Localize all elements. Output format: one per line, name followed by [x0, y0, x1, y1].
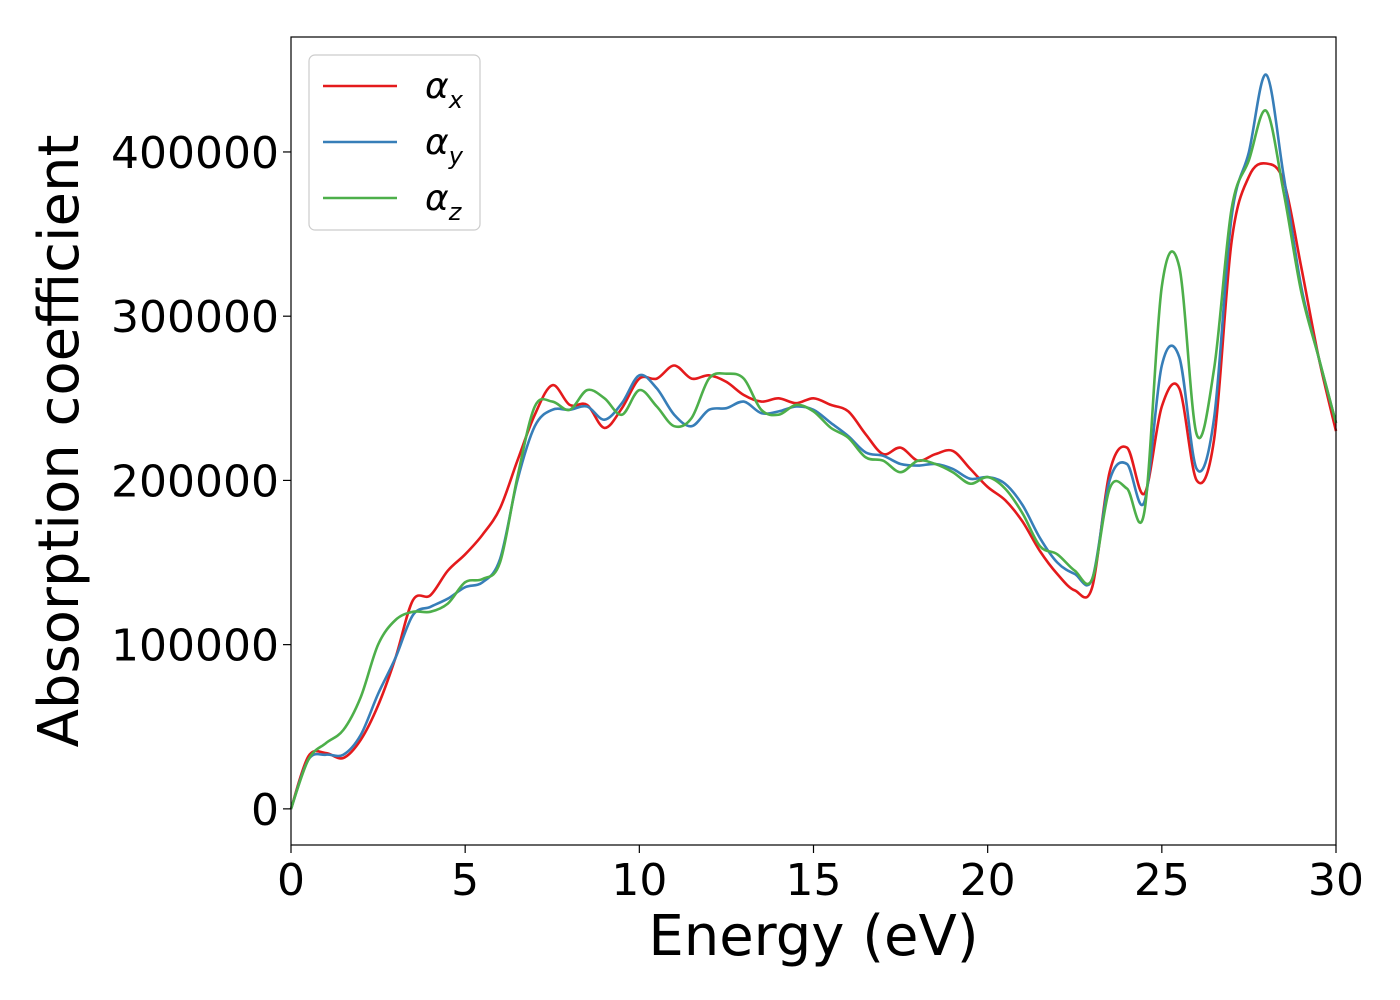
x-tick-label: 20 — [960, 855, 1016, 906]
x-tick-label: 30 — [1308, 855, 1364, 906]
series-line-alpha-x — [289, 161, 1338, 810]
legend-subscript: y — [448, 142, 464, 170]
series-line-alpha-z — [289, 109, 1338, 810]
y-axis-title: Absorption coefficient — [27, 135, 92, 748]
x-tick-label: 25 — [1134, 855, 1190, 906]
x-axis-ticks: 0 5 10 15 20 25 30 — [277, 845, 1364, 906]
x-tick-label: 15 — [786, 855, 842, 906]
legend-subscript: x — [448, 86, 464, 114]
y-tick-label: 0 — [251, 785, 279, 836]
x-axis-title: Energy (eV) — [648, 904, 978, 969]
x-tick-label: 0 — [277, 855, 305, 906]
y-tick-label: 100000 — [111, 621, 279, 672]
y-tick-label: 200000 — [111, 456, 279, 507]
legend-symbol: α — [425, 122, 449, 163]
legend-label-alpha-y: αy — [425, 122, 464, 170]
y-axis-ticks: 0 100000 200000 300000 400000 — [111, 128, 291, 836]
legend-subscript: z — [448, 198, 463, 226]
series-layer — [289, 73, 1338, 810]
x-tick-label: 10 — [611, 855, 667, 906]
y-tick-label: 400000 — [111, 128, 279, 179]
y-tick-label: 300000 — [111, 292, 279, 343]
series-line-alpha-y — [289, 73, 1338, 810]
legend-label-alpha-z: αz — [425, 178, 463, 226]
legend-symbol: α — [425, 66, 449, 107]
legend-symbol: α — [425, 178, 449, 219]
legend-label-alpha-x: αx — [425, 66, 464, 114]
x-tick-label: 5 — [451, 855, 479, 906]
